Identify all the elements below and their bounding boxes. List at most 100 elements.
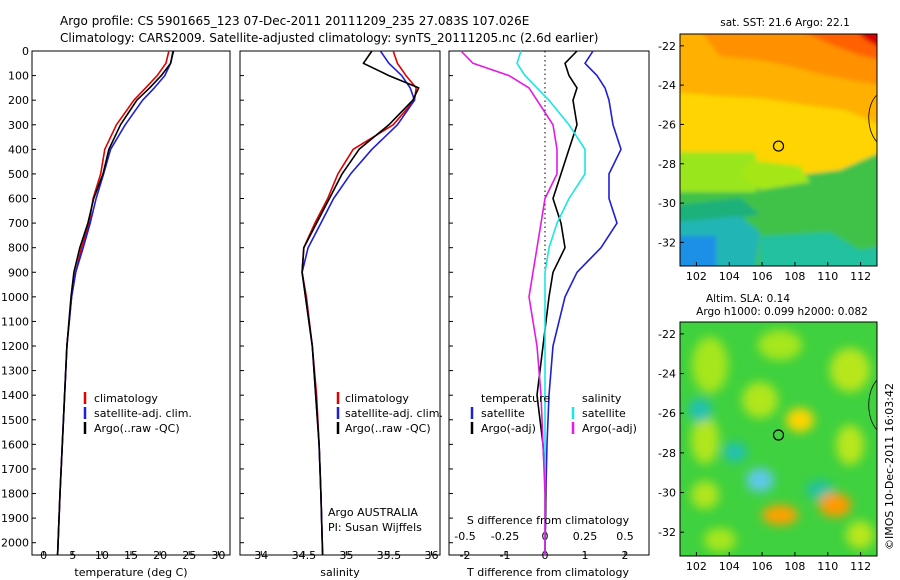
lon-tick-label: 106 bbox=[752, 270, 773, 283]
temperature-profiles bbox=[56, 50, 175, 556]
legend-satellite-label: satellite-adj. clim. bbox=[345, 407, 443, 420]
x-tick-label: 5 bbox=[69, 549, 76, 562]
x-tick-label: 34 bbox=[254, 549, 268, 562]
depth-tick-label: 1500 bbox=[1, 414, 29, 427]
legend-t-satellite-label: satellite bbox=[481, 407, 525, 420]
lat-tick-label: -28 bbox=[658, 447, 676, 460]
salinity-depth-ticks bbox=[240, 50, 244, 544]
depth-tick-label: 200 bbox=[8, 94, 29, 107]
depth-tick-label: 1800 bbox=[1, 488, 29, 501]
x-tick-label: 34.5 bbox=[292, 549, 317, 562]
x-tick-label: 0 bbox=[542, 549, 549, 562]
x-tick-label: 2 bbox=[622, 549, 629, 562]
depth-tick-label: 700 bbox=[8, 217, 29, 230]
salinity-axes-frame bbox=[239, 50, 441, 556]
difference-panel: -2 -1 0 1 2-0.5 -0.25 0 0.25 0.5 S difference fr… bbox=[448, 50, 650, 579]
profile-line bbox=[516, 50, 586, 555]
x-tick-label: 20 bbox=[153, 549, 167, 562]
lon-tick-label: 108 bbox=[784, 560, 805, 573]
legend-s-satellite-label: satellite bbox=[582, 407, 626, 420]
depth-tick-label: 800 bbox=[8, 242, 29, 255]
lat-tick-label: -32 bbox=[658, 236, 676, 249]
lat-tick-label: -30 bbox=[658, 487, 676, 500]
x-tick-label: 35.5 bbox=[377, 549, 402, 562]
legend-argo-label: Argo(..raw -QC) bbox=[94, 422, 180, 435]
lon-tick-label: 102 bbox=[686, 270, 707, 283]
sla-map-title: Altim. SLA: 0.14 bbox=[706, 293, 790, 305]
argo-pi-label: PI: Susan Wijffels bbox=[328, 521, 422, 534]
difference-depth-ticks bbox=[449, 50, 453, 544]
sla-map-panel: Altim. SLA: 0.14 Argo h1000: 0.099 h2000… bbox=[658, 293, 878, 573]
legend-temperature-heading: temperature bbox=[481, 392, 550, 405]
x-tick-label: 35 bbox=[339, 549, 353, 562]
lat-tick-label: -24 bbox=[658, 79, 676, 92]
depth-tick-label: 1900 bbox=[1, 512, 29, 525]
x-tick-label: 36 bbox=[424, 549, 438, 562]
x-tick-label: 0 bbox=[40, 549, 47, 562]
lon-tick-label: 112 bbox=[850, 270, 871, 283]
x-tick-label: -2 bbox=[460, 549, 471, 562]
temperature-legend: climatology satellite-adj. clim. Argo(..… bbox=[83, 392, 192, 435]
s-tick-label: -0.5 bbox=[454, 530, 475, 543]
salinity-panel: 34 34.5 35 35.5 36 salinity climatology sate… bbox=[239, 50, 443, 579]
depth-axis: 0 100 200 300 400 500 600 700 800 900 1000 1100 1200… bbox=[1, 45, 36, 550]
sla-map-axes: 102 104 106 108 110 112 -22 -24 -26 -28 -30 -32 bbox=[658, 328, 871, 573]
lat-tick-label: -22 bbox=[658, 328, 676, 341]
sla-map-subtitle: Argo h1000: 0.099 h2000: 0.082 bbox=[696, 306, 868, 318]
legend-argo-label: Argo(..raw -QC) bbox=[345, 422, 431, 435]
legend-climatology-label: climatology bbox=[345, 392, 409, 405]
salinity-difference-legend: salinity satellite Argo(-adj) bbox=[571, 392, 637, 435]
difference-profiles bbox=[460, 50, 622, 556]
s-tick-label: -0.25 bbox=[491, 530, 519, 543]
depth-tick-label: 300 bbox=[8, 119, 29, 132]
lat-tick-label: -26 bbox=[658, 118, 676, 131]
legend-s-argo-label: Argo(-adj) bbox=[582, 422, 637, 435]
x-tick-label: -1 bbox=[500, 549, 511, 562]
depth-tick-label: 500 bbox=[8, 168, 29, 181]
depth-tick-label: 1000 bbox=[1, 291, 29, 304]
depth-tick-label: 2000 bbox=[1, 537, 29, 550]
profile-line bbox=[56, 50, 175, 556]
sla-coastline bbox=[868, 379, 878, 431]
lon-tick-label: 102 bbox=[686, 560, 707, 573]
lon-tick-label: 104 bbox=[719, 270, 740, 283]
lat-tick-label: -28 bbox=[658, 158, 676, 171]
temperature-x-axis: 0 5 10 15 20 25 30 bbox=[40, 549, 225, 562]
profile-line bbox=[544, 50, 622, 556]
argo-float-marker bbox=[772, 140, 785, 152]
x-tick-label: 15 bbox=[124, 549, 138, 562]
sla-map-frame bbox=[679, 321, 878, 557]
depth-tick-label: 1400 bbox=[1, 389, 29, 402]
x-tick-label: 30 bbox=[211, 549, 225, 562]
s-tick-label: 0.5 bbox=[616, 530, 634, 543]
lon-tick-label: 110 bbox=[817, 270, 838, 283]
depth-tick-label: 1100 bbox=[1, 315, 29, 328]
lon-tick-label: 108 bbox=[784, 270, 805, 283]
depth-tick-label: 1700 bbox=[1, 463, 29, 476]
legend-satellite-label: satellite-adj. clim. bbox=[94, 407, 192, 420]
profile-line bbox=[301, 50, 420, 556]
s-tick-label: 0.25 bbox=[573, 530, 598, 543]
depth-tick-label: 1600 bbox=[1, 438, 29, 451]
imos-credit: ©IMOS 10-Dec-2011 16:03:42 bbox=[883, 383, 896, 550]
legend-salinity-heading: salinity bbox=[582, 392, 622, 405]
argo-program-label: Argo AUSTRALIA bbox=[328, 506, 418, 519]
depth-tick-label: 100 bbox=[8, 70, 29, 83]
sst-map-frame bbox=[679, 33, 878, 267]
lon-tick-label: 112 bbox=[850, 560, 871, 573]
x-tick-label: 10 bbox=[95, 549, 109, 562]
depth-tick-label: 1300 bbox=[1, 365, 29, 378]
lat-tick-label: -26 bbox=[658, 407, 676, 420]
lon-tick-label: 106 bbox=[752, 560, 773, 573]
profile-line bbox=[460, 50, 558, 555]
sla-field bbox=[680, 322, 877, 556]
figure-subtitle: Climatology: CARS2009. Satellite-adjuste… bbox=[60, 31, 598, 45]
lat-tick-label: -30 bbox=[658, 197, 676, 210]
lat-tick-label: -32 bbox=[658, 526, 676, 539]
salinity-profiles bbox=[301, 50, 420, 556]
sst-coastline bbox=[868, 94, 878, 143]
x-tick-label: 25 bbox=[182, 549, 196, 562]
lon-tick-label: 104 bbox=[719, 560, 740, 573]
salinity-x-axis: 34 34.5 35 35.5 36 bbox=[254, 549, 438, 562]
